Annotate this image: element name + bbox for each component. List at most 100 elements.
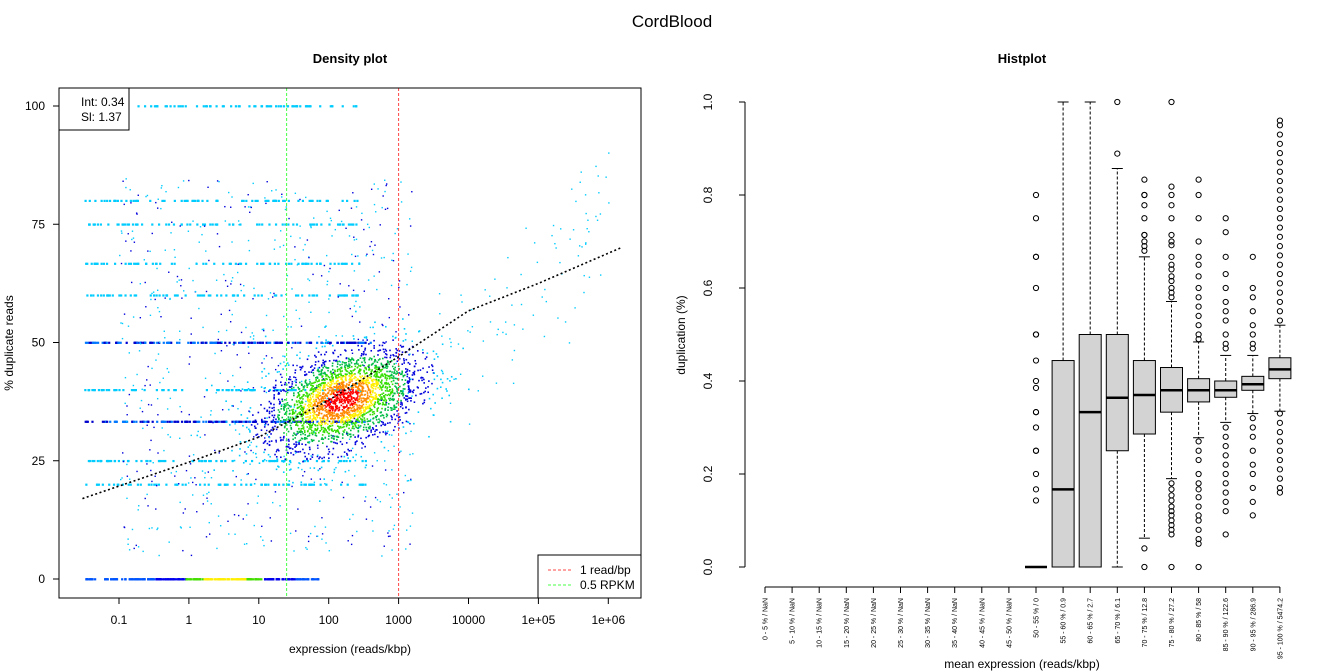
density-point xyxy=(297,432,299,434)
density-point xyxy=(273,483,276,486)
density-point xyxy=(130,250,132,252)
boxplot-14 xyxy=(1132,176,1156,571)
density-point xyxy=(235,389,238,392)
density-point xyxy=(379,381,382,384)
density-point xyxy=(132,316,135,318)
density-point xyxy=(296,424,299,427)
density-point xyxy=(263,387,266,390)
density-point xyxy=(291,347,293,349)
outlier-point xyxy=(1168,526,1175,533)
density-point xyxy=(280,341,284,344)
density-point xyxy=(343,392,345,395)
density-point xyxy=(328,376,331,379)
density-point xyxy=(275,294,278,297)
outlier-point xyxy=(1168,492,1175,499)
density-point xyxy=(203,223,207,226)
density-point xyxy=(221,341,223,343)
density-point xyxy=(253,482,256,485)
density-point xyxy=(341,105,344,108)
density-point xyxy=(333,471,335,474)
density-point xyxy=(141,420,144,423)
density-point xyxy=(285,410,288,413)
outlier-point xyxy=(1032,486,1040,493)
density-point xyxy=(382,324,384,327)
density-point xyxy=(161,578,164,581)
x-tick-label: 50 - 55 % / 0 xyxy=(1034,598,1041,638)
density-point xyxy=(288,413,291,415)
density-point xyxy=(261,223,264,226)
density-point xyxy=(269,105,273,108)
density-point xyxy=(355,418,358,421)
density-point xyxy=(252,298,254,300)
density-point xyxy=(371,520,374,522)
density-point xyxy=(228,341,231,344)
density-point xyxy=(127,262,131,265)
density-point xyxy=(437,355,439,358)
density-point xyxy=(350,370,353,373)
density-point xyxy=(350,374,353,376)
density-point xyxy=(305,400,307,403)
density-point xyxy=(275,341,278,344)
density-point xyxy=(382,431,385,433)
density-point xyxy=(154,298,156,301)
density-point xyxy=(84,389,87,392)
density-point xyxy=(354,368,356,371)
density-point xyxy=(467,330,469,332)
density-point xyxy=(423,399,426,401)
density-point xyxy=(306,239,309,241)
density-point xyxy=(330,398,333,400)
density-point xyxy=(357,434,360,437)
density-point xyxy=(245,326,247,329)
density-point xyxy=(271,414,274,417)
density-point xyxy=(317,360,320,363)
density-point xyxy=(308,279,311,282)
density-point xyxy=(393,354,395,357)
density-point xyxy=(359,365,362,368)
density-point xyxy=(431,365,434,368)
density-point xyxy=(335,382,337,385)
density-point xyxy=(188,179,190,182)
density-point xyxy=(308,393,311,396)
density-point xyxy=(146,424,148,426)
density-point xyxy=(208,259,210,262)
density-point xyxy=(132,384,135,387)
density-point xyxy=(393,398,395,401)
density-point xyxy=(291,485,293,488)
density-point xyxy=(151,292,153,295)
density-point xyxy=(361,381,364,384)
density-point xyxy=(349,370,352,372)
density-point xyxy=(319,408,322,410)
density-point xyxy=(372,422,375,425)
density-point xyxy=(306,458,308,461)
density-point xyxy=(131,528,134,531)
density-point xyxy=(406,381,409,384)
density-point xyxy=(252,182,254,185)
density-point xyxy=(286,362,289,364)
density-point xyxy=(231,196,233,198)
x-tick-label: 100 xyxy=(319,613,339,627)
density-point xyxy=(277,483,281,486)
density-point xyxy=(335,431,337,433)
density-point xyxy=(329,371,332,374)
density-point xyxy=(326,397,329,400)
density-point xyxy=(384,409,386,411)
density-point xyxy=(441,335,443,337)
density-point xyxy=(242,199,245,202)
density-point xyxy=(433,378,436,381)
x-tick-label: 10 xyxy=(252,613,266,627)
density-point xyxy=(335,400,337,402)
density-point xyxy=(249,407,252,409)
density-point xyxy=(293,420,297,423)
density-point xyxy=(156,267,158,270)
density-point xyxy=(385,400,387,403)
density-point xyxy=(381,403,384,406)
density-point xyxy=(386,183,388,185)
density-point xyxy=(239,578,242,581)
density-point xyxy=(380,370,382,373)
density-point xyxy=(234,105,238,108)
outlier-point xyxy=(1168,242,1175,249)
density-point xyxy=(352,392,355,394)
density-point xyxy=(106,578,109,581)
density-point xyxy=(438,293,441,295)
outlier-point xyxy=(1168,261,1175,268)
